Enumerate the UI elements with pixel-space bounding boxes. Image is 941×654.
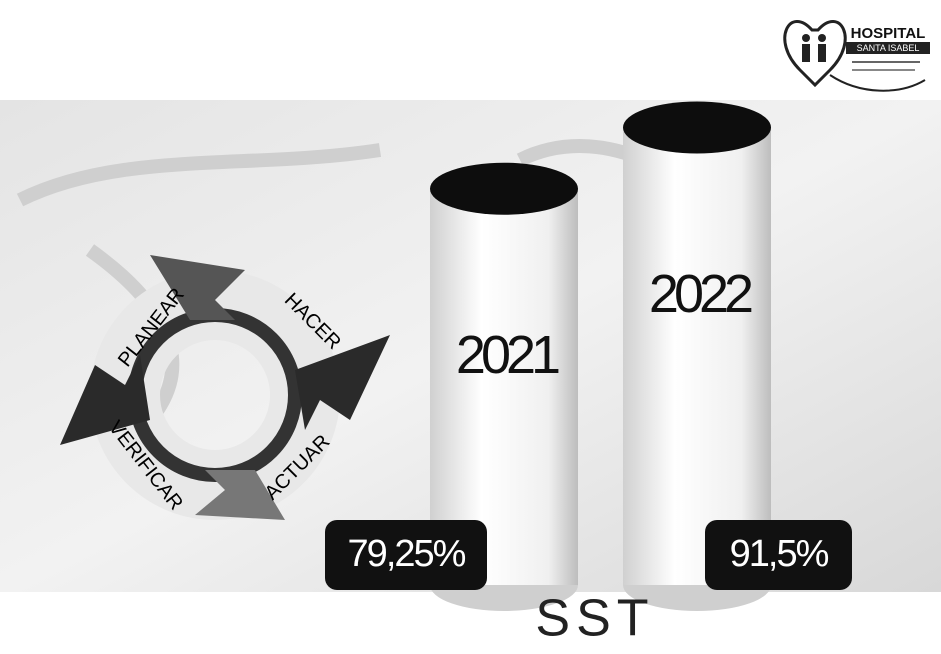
cylinder-top — [623, 101, 771, 154]
value-label-box — [325, 520, 487, 590]
category-label: 2022 — [649, 264, 752, 324]
chart: 2021 79,25% 2022 91,5% — [325, 101, 852, 611]
cylinder — [430, 188, 578, 585]
logo-subtitle: SANTA ISABEL — [857, 43, 920, 53]
logo-title: HOSPITAL — [851, 25, 926, 42]
value-label-box — [705, 520, 852, 590]
value-label: 91,5% — [730, 533, 829, 575]
x-axis-label: SST — [535, 590, 654, 648]
cylinder — [623, 127, 771, 585]
value-label: 79,25% — [348, 533, 466, 575]
cylinder-top — [430, 162, 578, 215]
category-label: 2021 — [456, 325, 559, 385]
logo: HOSPITAL SANTA ISABEL — [783, 20, 930, 92]
